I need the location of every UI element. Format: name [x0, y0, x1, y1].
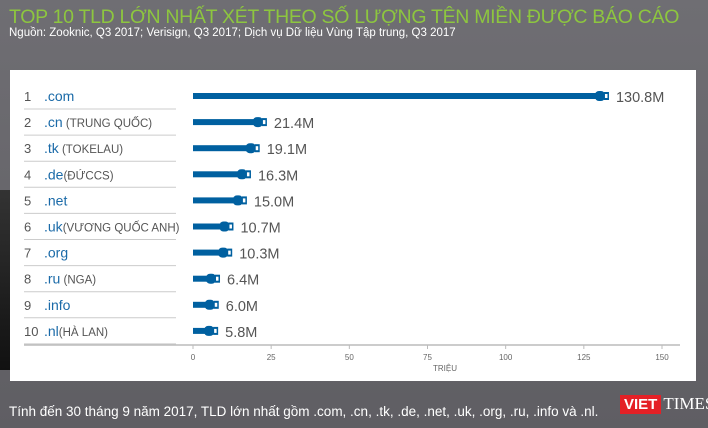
- tld-label: .org: [44, 245, 68, 261]
- chart-title: TOP 10 TLD LỚN NHẤT XÉT THEO SỐ LƯỢNG TÊ…: [9, 6, 680, 28]
- tld-label: .net: [44, 192, 67, 208]
- x-tick-label: 25: [267, 353, 276, 362]
- bar-plug-hole: [228, 250, 231, 255]
- bar-plug-hole: [255, 146, 259, 151]
- x-tick-label: 50: [345, 353, 354, 362]
- data-label: 6.4M: [227, 273, 259, 289]
- bar: [193, 249, 222, 256]
- bar-plug-hole: [229, 224, 232, 229]
- tld-label: .com: [44, 88, 74, 104]
- viettimes-logo: VIETTIMES: [620, 394, 708, 414]
- rank-label: 7: [24, 246, 31, 261]
- bar: [193, 223, 223, 230]
- rank-label: 3: [24, 141, 31, 156]
- bar-plug-hole: [242, 198, 246, 203]
- bar-plug-icon: [218, 247, 229, 258]
- tld-label: .tk (TOKELAU): [44, 140, 123, 156]
- bar-plug-icon: [206, 273, 217, 284]
- x-tick-label: 100: [499, 353, 513, 362]
- bar-plug-icon: [204, 299, 215, 310]
- bar-plug-hole: [216, 276, 219, 281]
- x-tick-label: 0: [191, 353, 196, 362]
- bar-plug-icon: [252, 117, 263, 128]
- bar: [193, 145, 249, 152]
- bar-plug-hole: [214, 328, 217, 333]
- tld-label: .info: [44, 297, 71, 313]
- tld-label: .uk(VƯƠNG QUỐC ANH): [44, 219, 180, 235]
- data-label: 6.0M: [226, 299, 258, 315]
- chart-panel: [10, 70, 696, 381]
- rank-label: 10: [24, 324, 38, 339]
- tld-label: .de(ĐỨCCS): [44, 166, 114, 182]
- tld-label: .nl(HÀ LAN): [44, 323, 108, 339]
- bar-plug-hole: [246, 172, 250, 177]
- tld-label: .cn (TRUNG QUỐC): [44, 114, 152, 130]
- bar-plug-icon: [219, 221, 230, 232]
- bar-plug-icon: [204, 325, 215, 336]
- bar: [193, 301, 208, 308]
- bar: [193, 327, 208, 334]
- data-label: 19.1M: [267, 142, 307, 158]
- rank-label: 5: [24, 193, 31, 208]
- data-label: 5.8M: [225, 325, 257, 341]
- bar-plug-icon: [236, 169, 247, 180]
- bar: [193, 171, 240, 178]
- bar: [193, 93, 598, 99]
- bar-plug-hole: [262, 120, 266, 125]
- bar: [193, 197, 236, 204]
- bar-plug-icon: [232, 195, 243, 206]
- bar-plug-icon: [245, 143, 256, 154]
- data-label: 15.0M: [254, 194, 294, 210]
- x-axis-label: TRIỆU: [433, 364, 457, 373]
- data-label: 16.3M: [258, 168, 298, 184]
- x-tick-label: 125: [577, 353, 591, 362]
- bar-plug-hole: [214, 302, 218, 307]
- bar: [193, 119, 256, 126]
- rank-label: 4: [24, 167, 31, 182]
- data-label: 130.8M: [616, 90, 664, 106]
- x-tick-label: 75: [423, 353, 432, 362]
- chart-source: Nguồn: Zooknic, Q3 2017; Verisign, Q3 20…: [9, 27, 456, 39]
- rank-label: 2: [24, 115, 31, 130]
- bar: [193, 275, 210, 282]
- bar-plug-hole: [604, 94, 608, 98]
- background-image: [0, 190, 12, 370]
- bar-plug-icon: [594, 91, 605, 101]
- rank-label: 8: [24, 272, 31, 287]
- data-label: 10.7M: [240, 221, 280, 237]
- rank-label: 6: [24, 220, 31, 235]
- footer-text: Tính đến 30 tháng 9 năm 2017, TLD lớn nh…: [9, 404, 599, 419]
- x-tick-label: 150: [655, 353, 669, 362]
- data-label: 21.4M: [274, 116, 314, 132]
- tld-label: .ru (NGA): [44, 271, 96, 287]
- rank-label: 1: [24, 89, 31, 104]
- rank-label: 9: [24, 298, 31, 313]
- data-label: 10.3M: [239, 247, 279, 263]
